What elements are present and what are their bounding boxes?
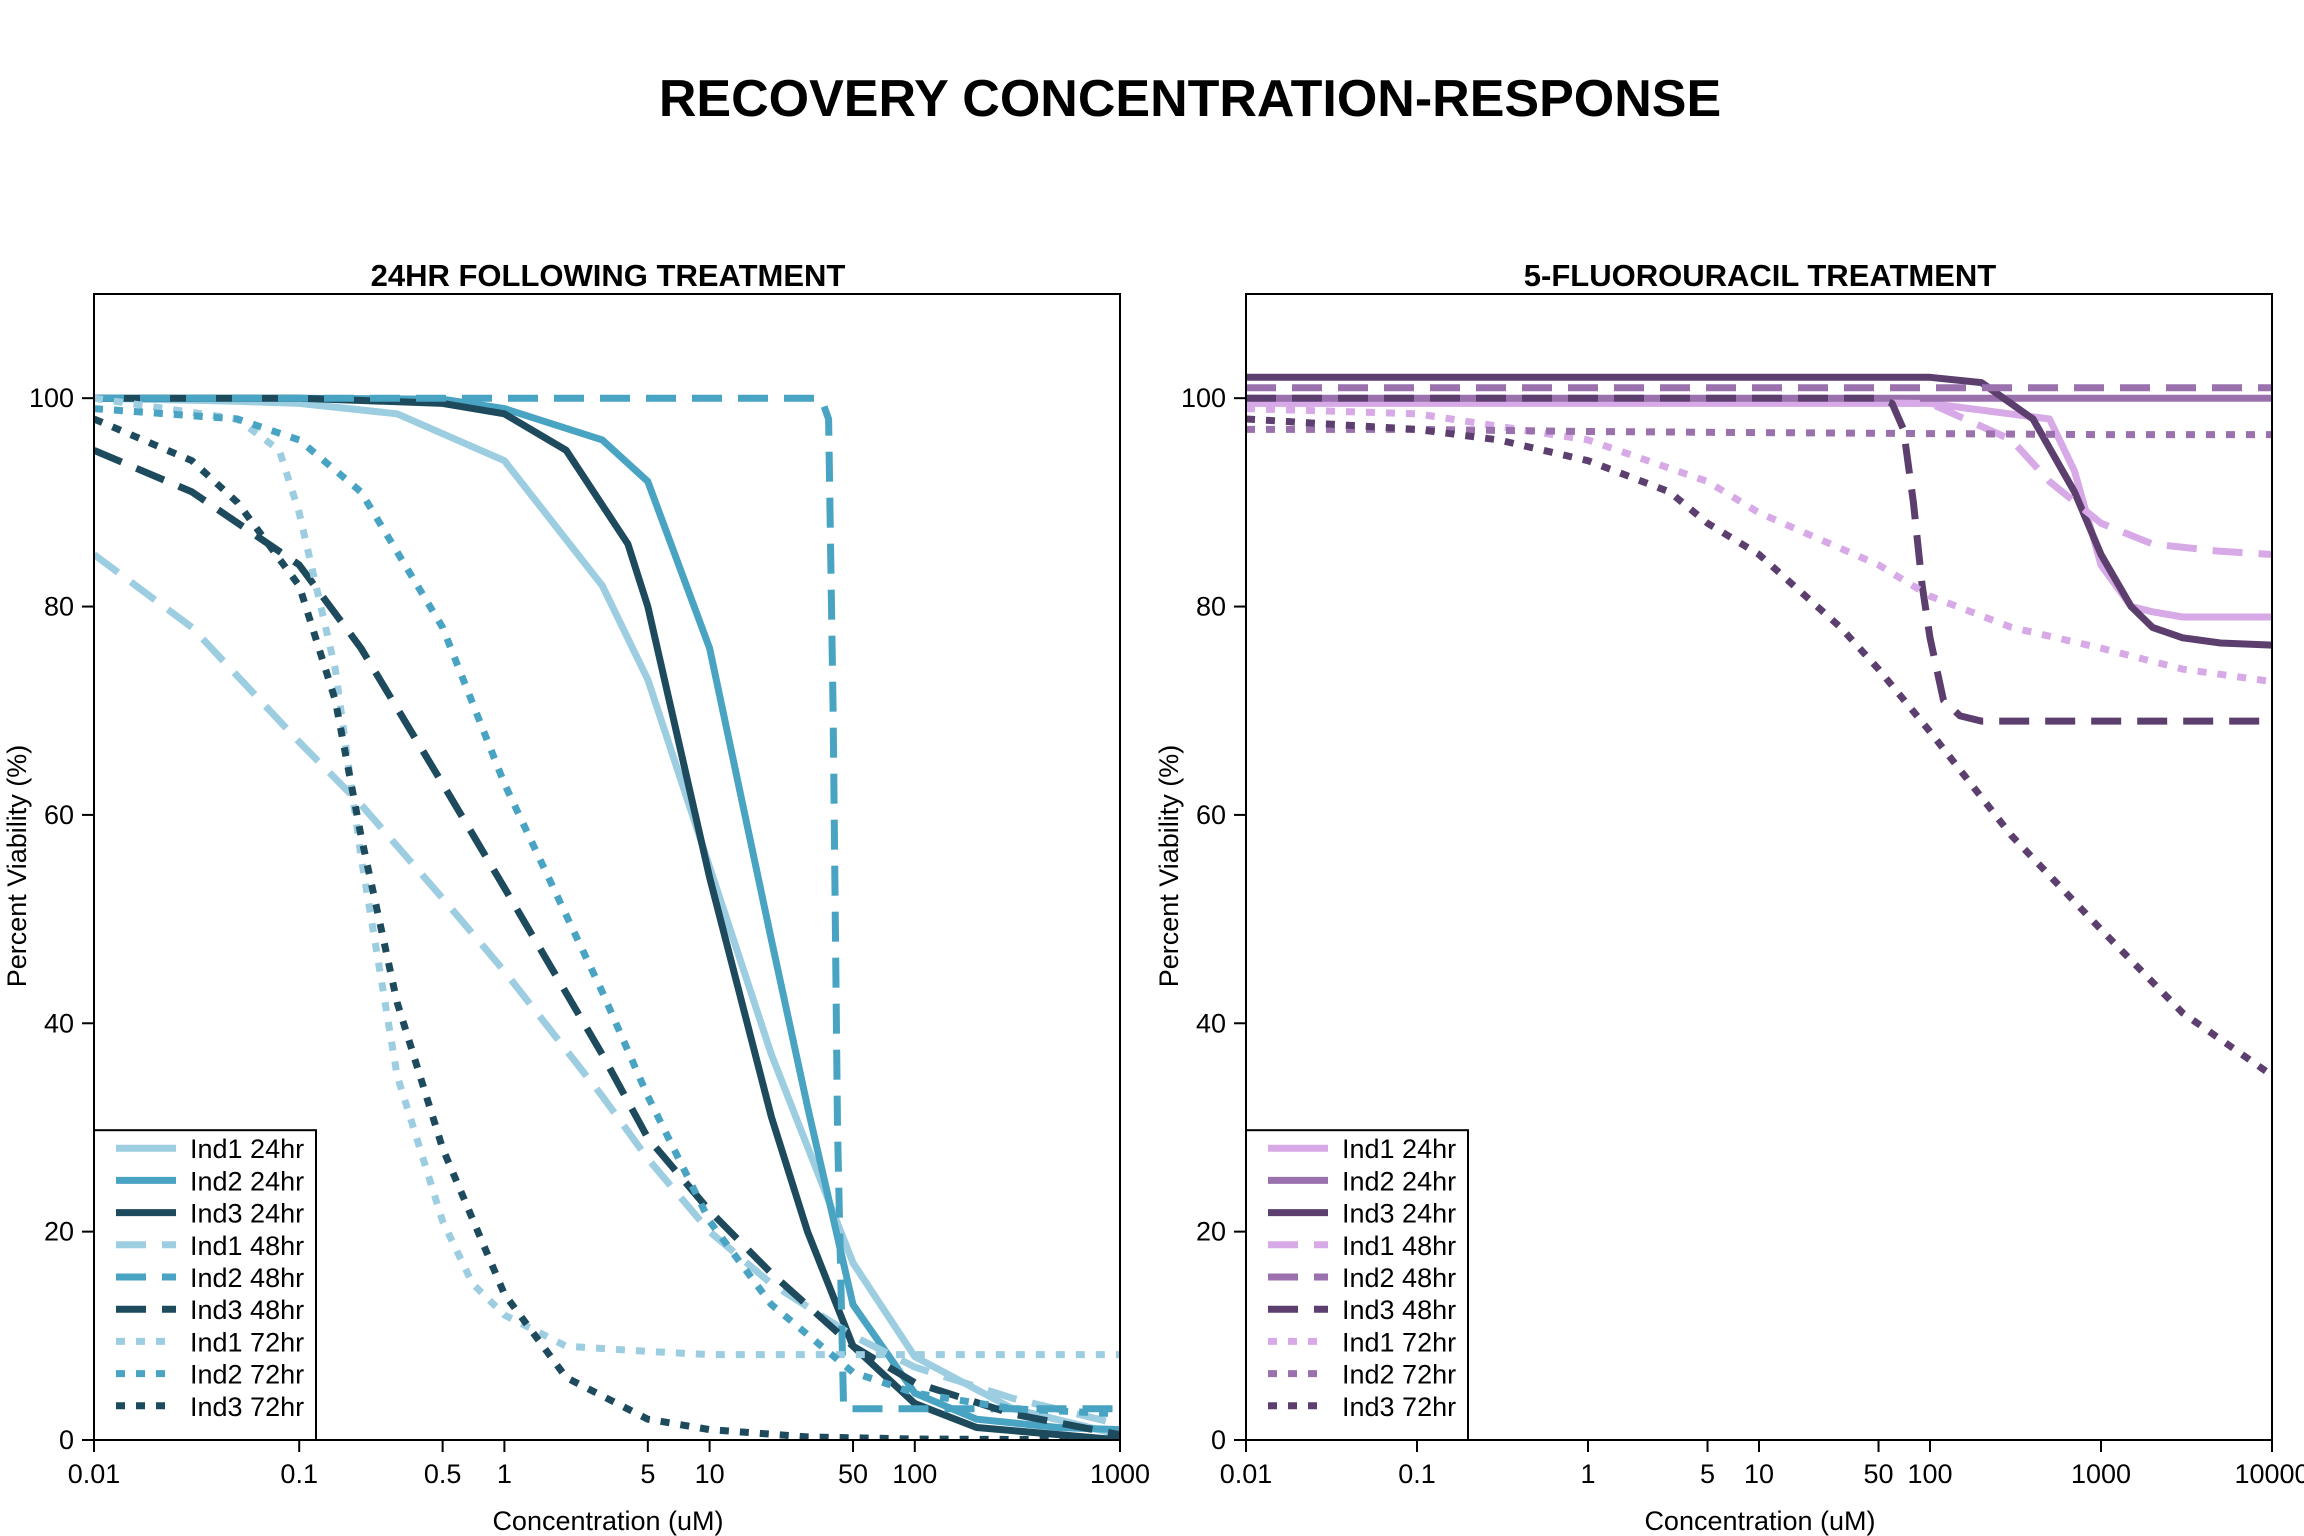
y-tick-label: 100: [29, 383, 74, 413]
x-tick-label: 100: [1907, 1459, 1952, 1489]
y-tick-label: 20: [1196, 1217, 1226, 1247]
legend-label: Ind1 24hr: [190, 1134, 304, 1164]
x-tick-label: 1000: [1090, 1459, 1150, 1489]
legend-label: Ind3 48hr: [1342, 1295, 1456, 1325]
legend-label: Ind1 48hr: [190, 1231, 304, 1261]
left-x-axis-label: Concentration (uM): [492, 1506, 723, 1536]
y-tick-label: 0: [1211, 1425, 1226, 1455]
x-tick-label: 50: [838, 1459, 868, 1489]
series-lines: [94, 394, 1120, 1440]
series-line-ind2-24hr: [94, 394, 1120, 1434]
series-line-ind1-48hr: [1246, 394, 2272, 558]
plot-frame: [93, 293, 1121, 1441]
legend-label: Ind3 72hr: [1342, 1392, 1456, 1422]
legend-label: Ind3 72hr: [190, 1392, 304, 1422]
legend-label: Ind2 72hr: [1342, 1360, 1456, 1390]
series-line-ind1-48hr: [94, 551, 1120, 1428]
series-line-ind1-72hr: [1246, 405, 2272, 686]
legend-label: Ind2 48hr: [190, 1263, 304, 1293]
right-panel-title: 5-FLUOROURACIL TREATMENT: [1524, 258, 1996, 293]
y-tick-label: 0: [59, 1425, 74, 1455]
figure-title: RECOVERY CONCENTRATION-RESPONSE: [659, 70, 1721, 128]
x-tick-label: 0.1: [1398, 1459, 1436, 1489]
x-tick-label: 1000: [2071, 1459, 2131, 1489]
legend-label: Ind2 72hr: [190, 1360, 304, 1390]
series-line-ind3-24hr: [1246, 373, 2272, 649]
left-plot-area: 0.01 0.1 0.5 1 5 10 50 100 1000 0 20 40 60 80 100 Ind1 …: [29, 293, 1150, 1489]
x-tick-label: 0.1: [280, 1459, 318, 1489]
x-tick-label: 100: [892, 1459, 937, 1489]
x-tick-label: 1: [1580, 1459, 1595, 1489]
left-panel: 24HR FOLLOWING TREATMENT Concentration (…: [2, 258, 1150, 1536]
legend-label: Ind3 24hr: [1342, 1199, 1456, 1229]
series-line-ind1-24hr: [94, 394, 1120, 1439]
y-tick-label: 100: [1181, 383, 1226, 413]
x-tick-label: 5: [640, 1459, 655, 1489]
x-tick-label: 10: [1744, 1459, 1774, 1489]
series-line-ind3-24hr: [94, 394, 1120, 1440]
x-tick-label: 10: [695, 1459, 725, 1489]
x-tick-label: 5: [1700, 1459, 1715, 1489]
series-line-ind3-72hr: [1246, 415, 2272, 1079]
y-tick-label: 80: [44, 592, 74, 622]
x-tick-label: 0.01: [1220, 1459, 1273, 1489]
left-panel-title: 24HR FOLLOWING TREATMENT: [371, 258, 846, 293]
right-plot-area: 0.01 0.1 1 5 10 50 100 1000 10000 0 20 40 60 80 100 Ind…: [1181, 293, 2304, 1489]
legend-label: Ind2 24hr: [190, 1166, 304, 1196]
y-tick-label: 40: [1196, 1008, 1226, 1038]
series-line-ind2-72hr: [1246, 425, 2272, 439]
legend-label: Ind1 48hr: [1342, 1231, 1456, 1261]
legend-label: Ind3 24hr: [190, 1199, 304, 1229]
series-line-ind2-48hr: [94, 394, 1120, 1413]
y-tick-label: 20: [44, 1217, 74, 1247]
series-line-ind1-72hr: [94, 394, 1120, 1359]
legend-label: Ind3 48hr: [190, 1295, 304, 1325]
y-tick-label: 60: [1196, 800, 1226, 830]
x-tick-label: 50: [1864, 1459, 1894, 1489]
x-tick-label: 10000: [2234, 1459, 2304, 1489]
legend-label: Ind1 72hr: [190, 1327, 304, 1357]
series-line-ind3-48hr: [94, 447, 1120, 1439]
right-panel: 5-FLUOROURACIL TREATMENT Concentration (…: [1154, 258, 2304, 1536]
y-tick-label: 60: [44, 800, 74, 830]
y-tick-label: 40: [44, 1008, 74, 1038]
series-line-ind2-72hr: [94, 405, 1120, 1418]
series-line-ind1-24hr: [1246, 399, 2272, 621]
right-x-axis-label: Concentration (uM): [1644, 1506, 1875, 1536]
x-tick-label: 1: [497, 1459, 512, 1489]
right-y-axis-label: Percent Viability (%): [1154, 745, 1184, 988]
left-y-axis-label: Percent Viability (%): [2, 745, 32, 988]
legend-label: Ind1 72hr: [1342, 1327, 1456, 1357]
legend-label: Ind1 24hr: [1342, 1134, 1456, 1164]
series-lines: [1246, 373, 2272, 1079]
x-tick-label: 0.5: [424, 1459, 462, 1489]
y-tick-label: 80: [1196, 592, 1226, 622]
series-line-ind3-48hr: [1246, 394, 2272, 725]
legend-label: Ind2 48hr: [1342, 1263, 1456, 1293]
legend-label: Ind2 24hr: [1342, 1166, 1456, 1196]
x-tick-label: 0.01: [68, 1459, 121, 1489]
series-line-ind3-72hr: [94, 415, 1120, 1440]
